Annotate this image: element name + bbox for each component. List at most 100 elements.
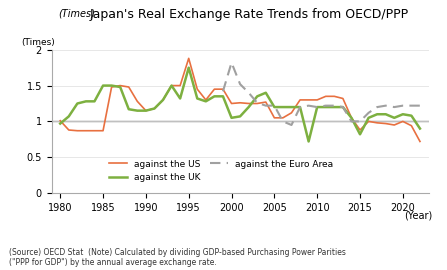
against the US [203,98,208,102]
against the Euro Area [246,91,251,94]
against the US [160,98,166,102]
against the Euro Area [400,104,405,107]
against the US [263,100,269,104]
against the Euro Area [254,101,260,104]
against the UK [212,95,217,98]
Line: against the UK: against the UK [60,68,420,141]
against the US [280,116,286,119]
against the UK [58,122,63,125]
against the US [246,102,251,105]
against the US [83,129,89,132]
against the US [126,85,131,89]
against the Euro Area [340,106,346,109]
against the UK [237,115,243,118]
against the UK [160,98,166,102]
against the Euro Area [392,106,397,109]
against the UK [75,102,80,105]
against the UK [306,140,311,143]
against the US [75,129,80,132]
against the Euro Area [357,120,363,123]
against the Euro Area [409,104,414,107]
against the US [400,120,405,123]
against the US [212,87,217,91]
against the Euro Area [323,104,329,107]
against the UK [169,84,174,87]
against the US [220,87,226,91]
against the UK [126,108,131,111]
Line: against the US: against the US [60,58,420,141]
against the US [229,102,234,105]
against the US [58,119,63,122]
against the US [254,102,260,105]
against the Euro Area [220,90,226,93]
against the Euro Area [306,104,311,107]
against the US [237,101,243,104]
against the US [143,109,148,112]
against the Euro Area [297,106,303,109]
against the US [366,120,371,123]
against the UK [83,100,89,103]
Legend: against the US, against the UK, against the Euro Area: against the US, against the UK, against … [105,156,337,186]
against the UK [152,107,157,110]
against the UK [194,97,200,100]
against the US [135,100,140,103]
against the Euro Area [349,120,354,123]
against the US [392,123,397,127]
against the Euro Area [417,104,423,107]
against the UK [263,91,269,94]
against the UK [340,106,346,109]
against the UK [101,84,106,87]
against the US [66,128,72,131]
against the UK [229,116,234,119]
against the UK [177,97,183,100]
against the US [417,140,423,143]
against the US [289,111,294,114]
against the UK [143,109,148,112]
against the UK [366,116,371,119]
against the UK [66,115,72,118]
against the US [349,116,354,119]
Text: (Source) OECD Stat  (Note) Calculated by dividing GDP-based Purchasing Power Par: (Source) OECD Stat (Note) Calculated by … [9,248,346,267]
against the UK [383,113,388,116]
Text: (Times): (Times) [21,38,55,47]
against the Euro Area [280,120,286,123]
against the UK [400,113,405,116]
against the Euro Area [332,104,337,107]
against the US [409,124,414,127]
against the UK [203,100,208,103]
against the UK [109,84,114,87]
against the US [340,97,346,100]
against the UK [272,106,277,109]
against the US [194,87,200,91]
against the US [177,84,183,87]
against the UK [392,116,397,119]
Line: against the Euro Area: against the Euro Area [223,63,420,125]
against the Euro Area [237,83,243,86]
against the US [315,98,320,102]
against the UK [254,95,260,98]
against the US [169,84,174,87]
against the UK [332,106,337,109]
against the US [306,98,311,102]
against the UK [289,106,294,109]
against the US [383,122,388,125]
against the UK [135,109,140,112]
against the UK [323,106,329,109]
against the UK [375,113,380,116]
against the US [272,116,277,119]
against the Euro Area [366,111,371,114]
against the UK [409,114,414,117]
against the UK [349,116,354,119]
against the US [297,98,303,102]
against the Euro Area [263,104,269,107]
against the US [357,128,363,131]
against the UK [357,133,363,136]
against the UK [220,95,226,98]
against the UK [417,127,423,130]
against the Euro Area [272,104,277,107]
against the UK [246,106,251,109]
against the US [152,107,157,110]
against the Euro Area [289,123,294,127]
Text: (Times): (Times) [58,8,95,18]
against the Euro Area [229,61,234,64]
